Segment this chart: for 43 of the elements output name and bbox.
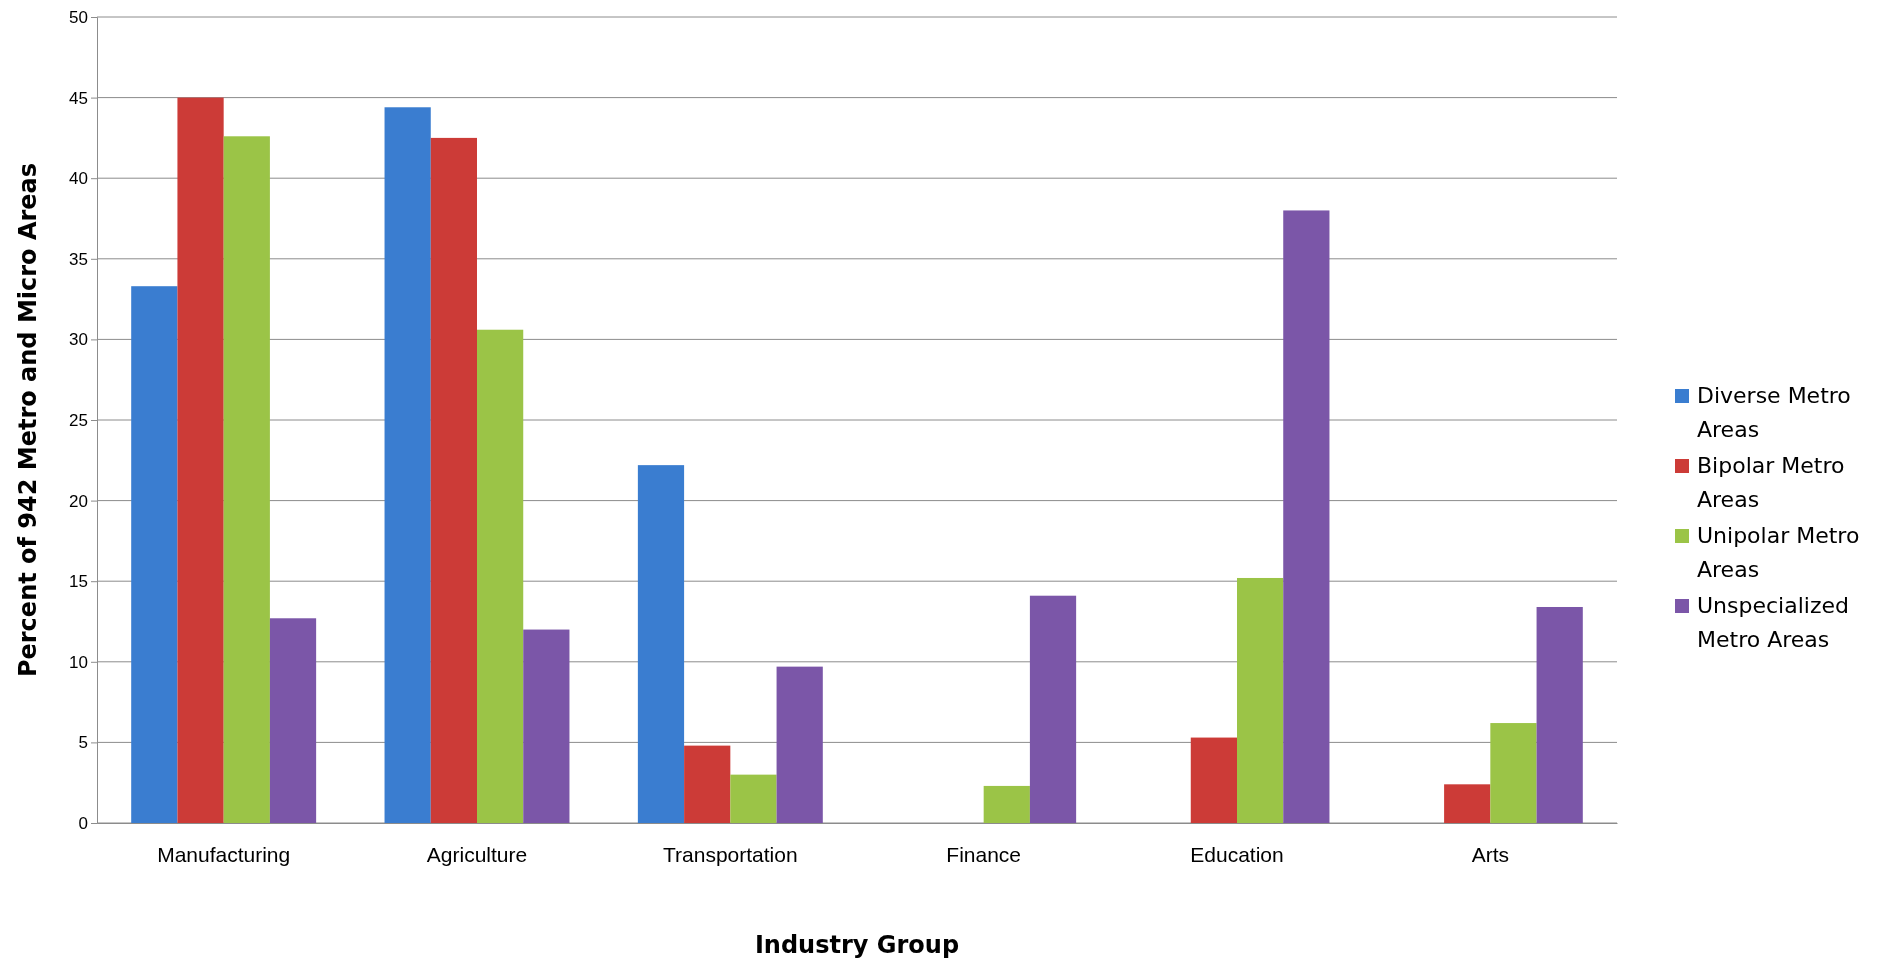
- bar: [223, 136, 270, 823]
- y-tick-label: 35: [69, 249, 88, 269]
- y-tick-label: 30: [69, 330, 88, 350]
- x-tick-label: Transportation: [663, 842, 798, 866]
- x-tick-label: Education: [1190, 842, 1284, 866]
- y-axis-title: Percent of 942 Metro and Micro Areas: [14, 162, 42, 678]
- x-tick-label: Agriculture: [426, 842, 528, 866]
- y-tick-label: 25: [69, 410, 88, 430]
- y-tick-label: 15: [69, 572, 88, 592]
- bar: [1490, 723, 1537, 823]
- bar: [1444, 784, 1491, 823]
- x-tick-label: Finance: [946, 842, 1022, 866]
- y-tick-label: 40: [69, 169, 88, 189]
- y-tick-label: 10: [69, 652, 88, 672]
- bar: [1190, 737, 1237, 823]
- bar: [384, 107, 431, 823]
- bar: [983, 785, 1030, 823]
- bar: [1283, 210, 1330, 823]
- legend-label: Bipolar Metro Areas: [1697, 453, 1845, 512]
- y-tick-label: 0: [78, 813, 88, 833]
- legend-label: Unipolar Metro Areas: [1697, 523, 1860, 582]
- x-tick-label: Manufacturing: [157, 842, 291, 866]
- bar: [637, 465, 685, 823]
- bar: [684, 745, 731, 823]
- legend-label: Unspecialized Metro Areas: [1697, 593, 1849, 652]
- bar: [1536, 606, 1583, 823]
- bar: [430, 137, 477, 823]
- bar: [730, 774, 777, 823]
- y-tick-label: 45: [69, 88, 88, 108]
- x-tick-label: Arts: [1471, 842, 1510, 866]
- x-axis-title: Industry Group: [754, 931, 960, 959]
- bar: [477, 329, 524, 823]
- y-tick-label: 5: [78, 733, 88, 753]
- bar: [269, 618, 317, 823]
- bar: [1029, 595, 1077, 823]
- bar: [523, 629, 570, 823]
- y-tick-label: 20: [69, 491, 88, 511]
- legend-label: Diverse Metro Areas: [1697, 383, 1851, 442]
- bar: [131, 286, 178, 823]
- bar: [776, 666, 823, 823]
- y-tick-label: 50: [69, 7, 88, 27]
- bar: [1237, 577, 1284, 823]
- bar: [177, 97, 224, 823]
